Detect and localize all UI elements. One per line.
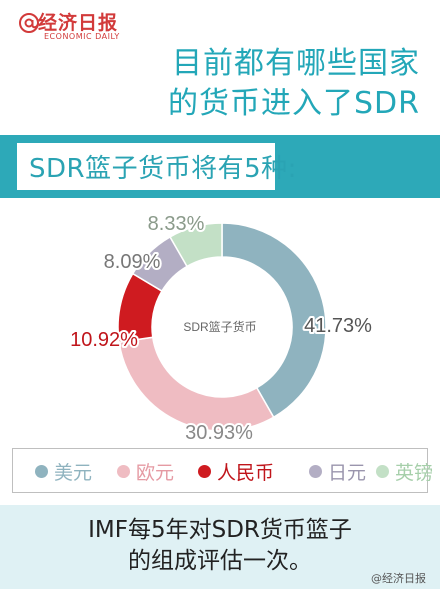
legend-dot-icon: [35, 465, 48, 478]
slice-label-halo-0: 41.73%: [304, 315, 372, 337]
footer-note: IMF每5年对SDR货币篮子 的组成评估一次。: [0, 515, 440, 577]
logo-subtitle: ECONOMIC DAILY: [44, 32, 120, 41]
legend-dot-icon: [198, 465, 211, 478]
slice-label-0: 41.73%: [304, 315, 372, 337]
logo-name: 经济日报: [38, 12, 119, 34]
footer-line-1: IMF每5年对SDR货币篮子: [88, 517, 352, 543]
legend-item: 日元: [309, 449, 366, 494]
slice-0: [221, 222, 327, 419]
slice-label-halo-4: 8.33%: [148, 213, 205, 235]
slice-label-3: 8.09%: [104, 251, 161, 273]
header: 经济日报 ECONOMIC DAILY 目前都有哪些国家 的货币进入了SDR: [0, 0, 440, 135]
footer-line-2: 的组成评估一次。: [128, 548, 312, 574]
legend-label: 人民币: [217, 462, 275, 484]
at-sign-icon: [19, 13, 39, 33]
chart-legend: 美元 欧元 人民币 日元 英镑: [12, 448, 433, 494]
legend-item: 人民币: [198, 449, 274, 494]
legend-item: 欧元: [117, 449, 174, 494]
watermark: @经济日报: [371, 572, 426, 585]
slice-4: [168, 222, 223, 268]
legend-label: 欧元: [136, 462, 175, 484]
slice-label-1: 30.93%: [185, 422, 253, 444]
slice-label-halo-3: 8.09%: [104, 251, 161, 273]
section-banner: SDR篮子货币将有5种:: [0, 135, 440, 198]
legend-label: 英镑: [395, 462, 434, 484]
center-label: SDR篮子货币: [183, 319, 256, 334]
legend-label: 日元: [328, 462, 367, 484]
slice-label-2: 10.92%: [70, 329, 138, 351]
legend-dot-icon: [376, 465, 389, 478]
legend-label: 美元: [54, 462, 93, 484]
banner-box: SDR篮子货币将有5种:: [17, 143, 296, 190]
donut-hole: [153, 258, 291, 396]
legend-item: 英镑: [376, 449, 433, 494]
slice-label-halo-2: 10.92%: [70, 329, 138, 351]
donut-svg: SDR篮子货币 41.73%41.73%30.93%30.93%10.92%10.…: [68, 211, 374, 446]
legend-item: 美元: [35, 449, 92, 494]
title-line-2: 的货币进入了SDR: [168, 86, 420, 121]
page-title: 目前都有哪些国家 的货币进入了SDR: [168, 44, 420, 124]
legend-dot-icon: [309, 465, 322, 478]
newspaper-logo: 经济日报 ECONOMIC DAILY: [18, 10, 158, 44]
donut-chart: SDR篮子货币 41.73% 41.73% 30.93% 30.93% 10.92% 10.…: [0, 198, 440, 448]
slice-label-4: 8.33%: [148, 213, 205, 235]
footer: IMF每5年对SDR货币篮子 的组成评估一次。 @经济日报: [0, 505, 440, 589]
slice-label-halo-1: 30.93%: [185, 422, 253, 444]
banner-text: SDR篮子货币将有5种:: [29, 154, 297, 184]
title-line-1: 目前都有哪些国家: [172, 46, 420, 81]
legend-dot-icon: [117, 465, 130, 478]
